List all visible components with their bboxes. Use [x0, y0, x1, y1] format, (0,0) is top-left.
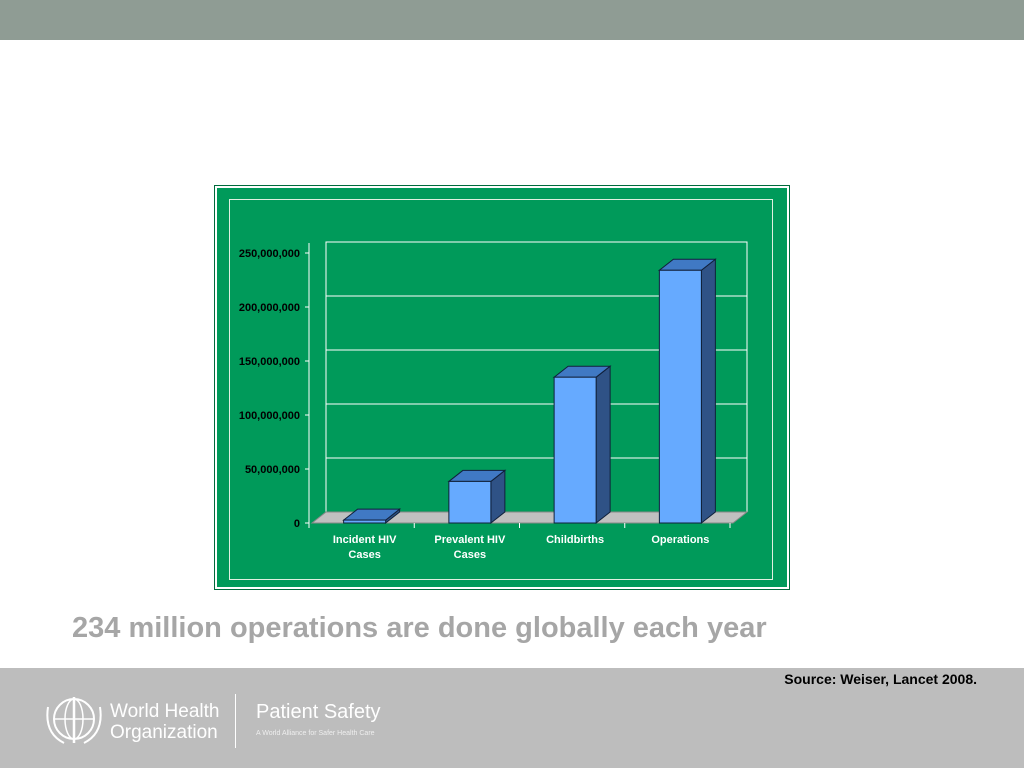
x-tick-label: Incident HIV Cases — [332, 534, 397, 561]
x-tick-label: Childbirths — [546, 534, 605, 546]
org-name: World Health Organization — [110, 701, 219, 743]
tagline: A World Alliance for Safer Health Care — [256, 730, 375, 737]
bar — [448, 480, 492, 524]
who-emblem — [46, 697, 102, 744]
y-tick-label: 100,000,000 — [239, 410, 300, 422]
x-tick-label: Operations — [651, 534, 710, 546]
y-tick-label: 200,000,000 — [239, 302, 300, 314]
chart-inner-frame — [229, 199, 773, 580]
y-tick-label: 150,000,000 — [239, 356, 300, 368]
y-tick-label: 250,000,000 — [239, 248, 300, 260]
top-band — [0, 0, 1024, 40]
program: Patient Safety — [256, 701, 381, 723]
footer-band: Source: Weiser, Lancet 2008. World Healt… — [0, 668, 1024, 768]
bar — [553, 376, 597, 524]
x-tick-label: Prevalent HIV Cases — [434, 534, 506, 561]
org-line: World Health — [110, 701, 220, 722]
bar — [658, 269, 702, 524]
bar — [343, 519, 387, 524]
y-tick-label: 50,000,000 — [245, 464, 300, 476]
chart: 0 50,000,000 100,000,000 150,000,000 200,000… — [239, 241, 749, 530]
y-tick-label: 0 — [294, 518, 300, 530]
divider — [235, 694, 236, 748]
headline: 234 million operations are done globally… — [72, 612, 767, 644]
source: Source: Weiser, Lancet 2008. — [784, 671, 977, 687]
org-line: Organization — [110, 722, 218, 743]
bar-side — [700, 258, 716, 525]
bar-side — [595, 365, 611, 525]
